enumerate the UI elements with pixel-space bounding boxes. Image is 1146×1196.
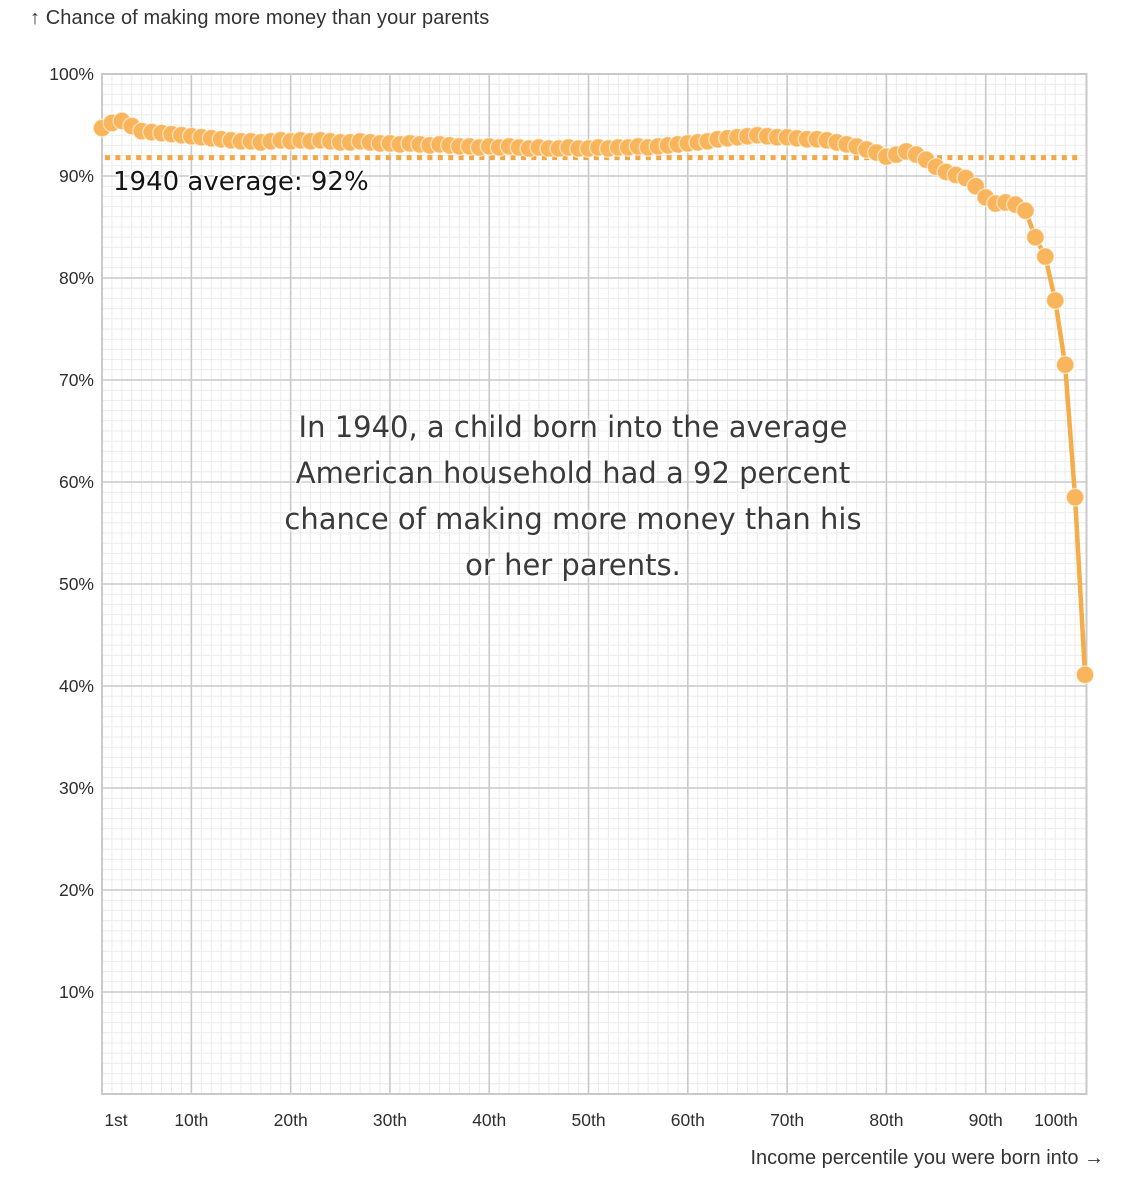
x-tick-label: 50th — [571, 1110, 606, 1130]
x-tick-label: 70th — [770, 1110, 805, 1130]
data-point — [1055, 355, 1075, 375]
average-line-label: 1940 average: 92% — [113, 167, 369, 197]
annotation-line: In 1940, a child born into the average — [298, 410, 848, 444]
x-tick-label: 20th — [273, 1110, 308, 1130]
x-tick-label: 30th — [372, 1110, 407, 1130]
y-tick-label: 70% — [58, 370, 94, 390]
x-tick-label: 80th — [869, 1110, 904, 1130]
series-dots — [92, 111, 1095, 685]
annotation-line: or her parents. — [465, 548, 681, 582]
y-tick-label: 50% — [58, 574, 94, 594]
chart-title: ↑ Chance of making more money than your … — [30, 7, 490, 29]
y-tick-label: 40% — [58, 676, 94, 696]
x-tick-label: 1st — [104, 1110, 128, 1130]
x-axis-title: Income percentile you were born into → — [750, 1147, 1104, 1169]
data-point — [1035, 247, 1055, 267]
x-tick-label: 60th — [670, 1110, 705, 1130]
y-tick-label: 100% — [49, 64, 94, 84]
data-point — [1015, 201, 1035, 221]
y-tick-label: 60% — [58, 472, 94, 492]
plot-border — [101, 73, 1088, 1095]
data-point — [1065, 487, 1085, 507]
data-point — [1025, 227, 1045, 247]
y-tick-label: 10% — [58, 982, 94, 1002]
x-tick-label: 40th — [472, 1110, 507, 1130]
y-tick-label: 80% — [58, 268, 94, 288]
y-tick-label: 20% — [58, 880, 94, 900]
x-tick-label: 10th — [174, 1110, 209, 1130]
y-tick-label: 90% — [58, 166, 94, 186]
x-tick-label: 100th — [1034, 1110, 1078, 1130]
data-point — [1045, 290, 1065, 310]
data-point — [1075, 665, 1095, 685]
annotation-line: American household had a 92 percent — [295, 456, 851, 490]
annotation-line: chance of making more money than his — [284, 502, 862, 536]
grid-major — [102, 74, 1087, 1094]
annotation-text: In 1940, a child born into the average Am… — [284, 404, 861, 588]
series-line — [99, 118, 1088, 678]
y-tick-label: 30% — [58, 778, 94, 798]
x-tick-label: 90th — [968, 1110, 1003, 1130]
